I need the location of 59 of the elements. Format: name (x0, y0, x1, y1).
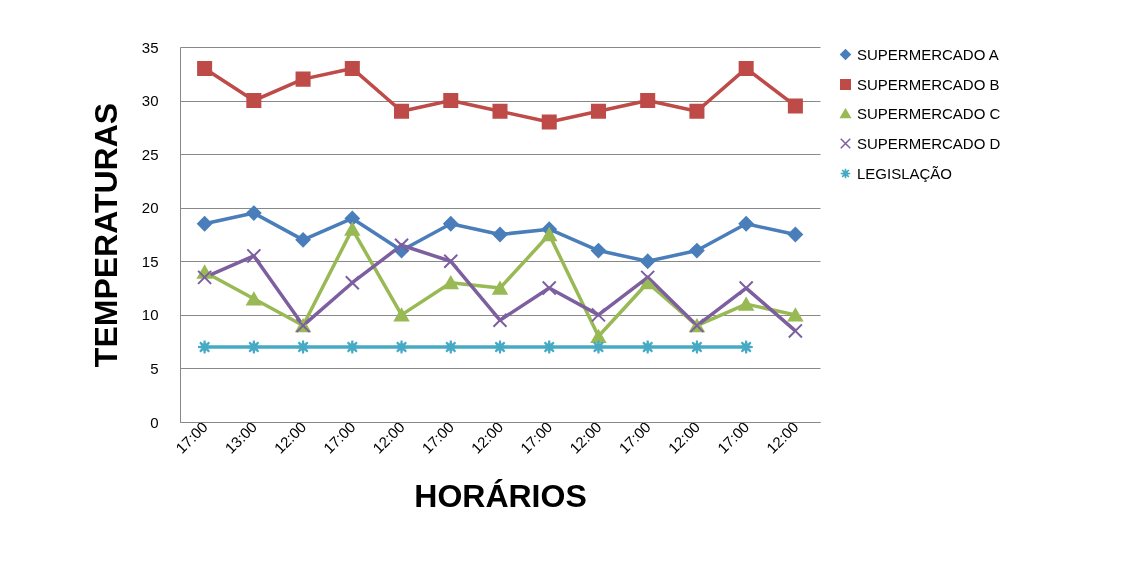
point (394, 237, 410, 253)
point (738, 297, 754, 311)
point (246, 248, 262, 264)
point (443, 93, 459, 109)
point (197, 60, 213, 76)
y-tick-label: 15 (141, 252, 159, 270)
point (394, 103, 410, 119)
y-tick-label: 25 (141, 145, 159, 163)
point (541, 227, 557, 242)
point (443, 253, 459, 269)
y-tick-label: 30 (141, 92, 159, 110)
point (541, 114, 557, 130)
y-axis-title: TEMPERATURAS (87, 102, 124, 368)
point (738, 60, 754, 76)
y-tick-label: 0 (150, 413, 159, 431)
legend-label: SUPERMERCADO D (857, 134, 1001, 152)
point (443, 276, 459, 290)
point (590, 103, 606, 119)
point (689, 243, 705, 259)
point (394, 308, 410, 322)
point (246, 93, 262, 109)
point (689, 103, 705, 119)
point (246, 205, 262, 221)
point (295, 71, 311, 87)
legend-label: SUPERMERCADO A (857, 45, 999, 63)
point (492, 103, 508, 119)
point (492, 226, 508, 243)
point (590, 243, 606, 259)
point (197, 269, 213, 285)
point (590, 329, 606, 343)
x-axis-title: HORÁRIOS (414, 477, 587, 514)
point (590, 307, 606, 323)
y-tick-label: 5 (150, 359, 159, 377)
point (738, 280, 754, 296)
point (344, 210, 360, 226)
point (197, 216, 213, 232)
point (640, 93, 656, 109)
point (787, 98, 803, 114)
y-tick-label: 20 (141, 199, 159, 217)
point (787, 226, 803, 243)
point (344, 60, 360, 76)
y-tick-label: 35 (141, 38, 159, 56)
point (738, 216, 754, 232)
point (295, 232, 311, 248)
point (492, 312, 508, 328)
point (541, 280, 557, 296)
legend-label: LEGISLAÇÃO (857, 164, 953, 182)
legend-label: SUPERMERCADO B (857, 75, 1000, 93)
point (344, 222, 360, 236)
point (443, 216, 459, 232)
point (344, 275, 360, 291)
legend-label: SUPERMERCADO C (857, 104, 1001, 122)
point (492, 281, 508, 295)
y-tick-label: 10 (141, 306, 159, 324)
point (640, 253, 656, 269)
point (787, 323, 803, 339)
point (787, 308, 803, 322)
point (640, 269, 656, 285)
point (246, 292, 262, 306)
